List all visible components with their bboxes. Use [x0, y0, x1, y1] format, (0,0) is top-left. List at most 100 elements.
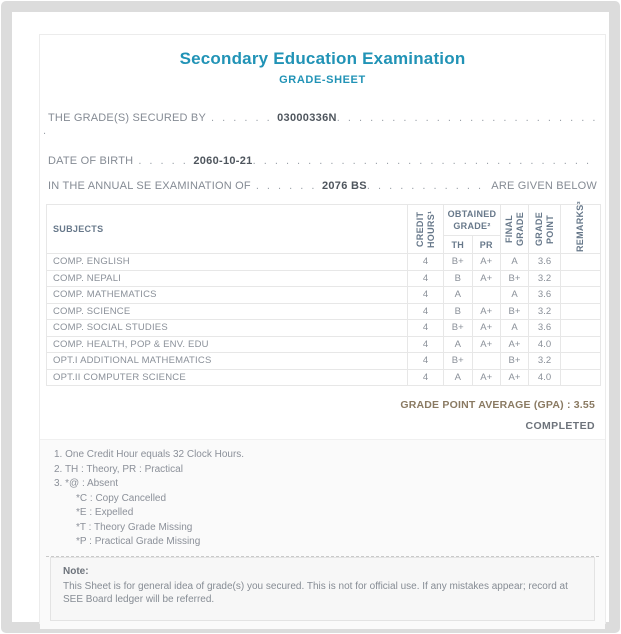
table-row: COMP. ENGLISH 4 B+ A+ A 3.6 [46, 253, 601, 271]
pr-grade-cell: A+ [471, 335, 501, 353]
grade-sheet-card: Secondary Education Examination GRADE-SH… [39, 34, 606, 629]
secured-by-line: THE GRADE(S) SECURED BY . . . . . . 0300… [48, 112, 597, 124]
credit-cell: 4 [407, 286, 444, 304]
footnote-sub-item: *T : Theory Grade Missing [76, 521, 193, 533]
grades-table-body: COMP. ENGLISH 4 B+ A+ A 3.6 COMP. NEPALI… [46, 253, 601, 386]
subject-cell: COMP. NEPALI [46, 269, 408, 287]
column-header-obtained-grade: OBTAINED GRADE² [443, 204, 501, 236]
remarks-cell [560, 302, 601, 320]
note-label: Note: [63, 565, 89, 577]
footnote-sub-item: *P : Practical Grade Missing [76, 536, 201, 547]
remarks-cell [560, 269, 601, 287]
th-grade-cell: B+ [443, 253, 473, 271]
completion-status: COMPLETED [525, 420, 595, 432]
grades-table-header: SUBJECTS CREDIT HOURS¹ OBTAINED GRADE² F… [46, 201, 601, 254]
gpa-summary: GRADE POINT AVERAGE (GPA) : 3.55 [400, 399, 595, 411]
footnotes-list: 1. One Credit Hour equals 32 Clock Hours… [44, 448, 601, 550]
remarks-cell [560, 352, 601, 370]
grade-point-cell: 4.0 [528, 335, 561, 353]
subject-cell: COMP. SCIENCE [46, 302, 408, 320]
symbol-number-value: 03000336N [277, 112, 337, 124]
th-grade-cell: A [443, 286, 473, 304]
grades-table: SUBJECTS CREDIT HOURS¹ OBTAINED GRADE² F… [46, 201, 601, 386]
pr-grade-cell [471, 352, 501, 370]
date-of-birth-line: DATE OF BIRTH . . . . . 2060-10-21 [48, 155, 597, 167]
page-subtitle: GRADE-SHEET [279, 74, 366, 86]
final-grade-cell: A+ [500, 335, 529, 353]
examination-year-value: 2076 BS [321, 180, 367, 192]
column-header-grade-point: GRADE POINT [528, 204, 561, 254]
credit-cell: 4 [407, 302, 444, 320]
table-row: OPT.II COMPUTER SCIENCE 4 A A+ A+ 4.0 [46, 368, 601, 386]
remarks-cell [560, 368, 601, 386]
remarks-cell [560, 253, 601, 271]
footnote-item: 2. TH : Theory, PR : Practical [54, 463, 183, 475]
grade-point-cell: 4.0 [528, 368, 561, 386]
footnote-sub-item: *C : Copy Cancelled [76, 492, 167, 504]
table-row: COMP. NEPALI 4 B A+ B+ 3.2 [46, 269, 601, 287]
final-grade-cell: A [500, 319, 529, 337]
pr-grade-cell: A+ [471, 319, 501, 337]
dot-filler [337, 112, 597, 124]
credit-cell: 4 [407, 269, 444, 287]
leader-dots: . . . . . . [211, 112, 273, 124]
grade-point-cell: 3.6 [528, 319, 561, 337]
pr-grade-cell: A+ [471, 269, 501, 287]
dashed-divider [46, 555, 599, 557]
column-header-credit-hours: CREDIT HOURS¹ [407, 204, 444, 254]
examination-line: IN THE ANNUAL SE EXAMINATION OF . . . . … [48, 180, 597, 192]
column-header-subjects: SUBJECTS [46, 204, 408, 254]
final-grade-cell: A+ [500, 368, 529, 386]
pr-grade-cell: A+ [471, 302, 501, 320]
subject-cell: OPT.II COMPUTER SCIENCE [46, 368, 408, 386]
th-grade-cell: B+ [443, 319, 473, 337]
th-grade-cell: B [443, 302, 473, 320]
subject-cell: COMP. ENGLISH [46, 253, 408, 271]
pr-grade-cell: A+ [471, 368, 501, 386]
final-grade-cell: A [500, 286, 529, 304]
leader-dots: . . . . . [138, 155, 189, 167]
grade-point-cell: 3.2 [528, 269, 561, 287]
remarks-cell [560, 286, 601, 304]
credit-cell: 4 [407, 335, 444, 353]
examination-label: IN THE ANNUAL SE EXAMINATION OF [48, 180, 251, 192]
credit-cell: 4 [407, 319, 444, 337]
footnote-item: 3. *@ : Absent [54, 478, 119, 489]
column-header-pr: PR [471, 235, 501, 254]
grade-point-cell: 3.6 [528, 286, 561, 304]
note-text: This Sheet is for general idea of grade(… [63, 580, 568, 605]
table-row: COMP. HEALTH, POP & ENV. EDU 4 A A+ A+ 4… [46, 335, 601, 353]
subject-cell: OPT.I ADDITIONAL MATHEMATICS [46, 352, 408, 370]
column-header-th: TH [443, 235, 473, 254]
table-row: OPT.I ADDITIONAL MATHEMATICS 4 B+ B+ 3.2 [46, 352, 601, 370]
credit-cell: 4 [407, 253, 444, 271]
pr-grade-cell [471, 286, 501, 304]
th-grade-cell: A [443, 335, 473, 353]
table-row: COMP. SOCIAL STUDIES 4 B+ A+ A 3.6 [46, 319, 601, 337]
subject-cell: COMP. SOCIAL STUDIES [46, 319, 408, 337]
dot-filler [367, 180, 486, 192]
grade-point-cell: 3.2 [528, 352, 561, 370]
final-grade-cell: B+ [500, 269, 529, 287]
secured-by-label: THE GRADE(S) SECURED BY [48, 112, 207, 124]
note-box: Note: This Sheet is for general idea of … [50, 556, 595, 621]
final-grade-cell: A [500, 253, 529, 271]
footnote-sub-item: *E : Expelled [76, 507, 134, 518]
footnote-item: 1. One Credit Hour equals 32 Clock Hours… [54, 449, 245, 460]
wrapped-dot: . [43, 125, 47, 137]
date-of-birth-label: DATE OF BIRTH [48, 155, 134, 167]
leader-dots: . . . . . . [255, 180, 317, 192]
final-grade-cell: B+ [500, 302, 529, 320]
subject-cell: COMP. MATHEMATICS [46, 286, 408, 304]
grade-point-cell: 3.2 [528, 302, 561, 320]
footer-section: 1. One Credit Hour equals 32 Clock Hours… [40, 439, 605, 629]
subject-cell: COMP. HEALTH, POP & ENV. EDU [46, 335, 408, 353]
are-given-below-label: ARE GIVEN BELOW [491, 180, 597, 192]
credit-cell: 4 [407, 368, 444, 386]
pr-grade-cell: A+ [471, 253, 501, 271]
table-row: COMP. SCIENCE 4 B A+ B+ 3.2 [46, 302, 601, 320]
column-header-remarks: REMARKS³ [560, 201, 601, 254]
dot-filler [253, 155, 597, 167]
page-title: Secondary Education Examination [179, 49, 466, 68]
